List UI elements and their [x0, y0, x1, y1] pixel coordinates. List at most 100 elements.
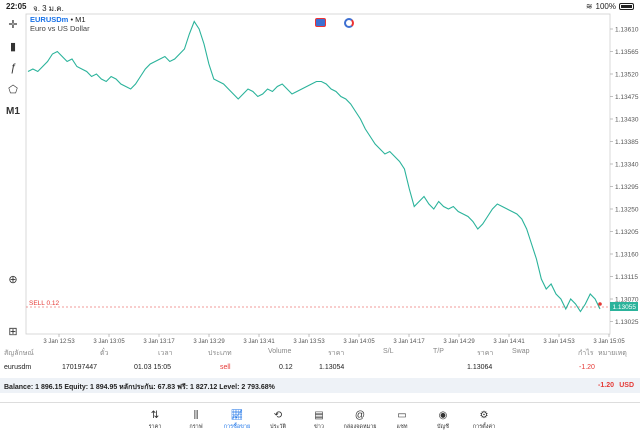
price-line [27, 20, 601, 313]
status-time: 22:05 [6, 2, 27, 11]
timeframe-button[interactable]: M1 [6, 105, 20, 117]
total-profit: -1.20 [598, 382, 614, 389]
nav-trade[interactable]: 📈︎ การซื้อขาย [217, 409, 257, 431]
y-tick-label: 1.13250 [615, 207, 639, 214]
battery-icon [619, 3, 634, 10]
row-type: sell [220, 364, 231, 371]
chat-icon: ▭ [397, 410, 407, 421]
nav-label: ประวัติ [269, 424, 287, 430]
col-symbol: สัญลักษณ์ [4, 350, 34, 357]
nav-news[interactable]: ▤ ข่าว [299, 409, 339, 431]
status-date: จ. 3 ม.ค. [33, 4, 64, 13]
balance-text: Balance: 1 896.15 Equity: 1 894.95 หลักป… [4, 384, 275, 391]
x-tick-label: 3 Jan 14:41 [493, 339, 525, 345]
col-time: เวลา [158, 350, 173, 357]
x-tick-label: 3 Jan 14:17 [393, 339, 425, 345]
quotes-icon: ⇅ [150, 410, 160, 421]
chart-timeframe: M1 [75, 15, 86, 24]
chart-icon: ⫼ [193, 410, 199, 421]
row-profit: -1.20 [579, 364, 595, 371]
nav-account[interactable]: ◉ บัญชี [423, 409, 463, 431]
row-time: 01.03 15:05 [134, 364, 171, 371]
wifi-icon: ≋ [585, 2, 593, 11]
current-price-box [610, 302, 638, 311]
nav-label: การตั้งค่า [472, 424, 496, 430]
x-tick-label: 3 Jan 15:05 [593, 339, 625, 345]
chart-toolbar: ✛ ▮ ƒ ⬠ M1 ⊕ ⊞ [0, 14, 26, 339]
x-tick-label: 3 Jan 13:29 [193, 339, 225, 345]
account-icon: ◉ [438, 410, 448, 421]
nav-settings[interactable]: ⚙ การตั้งค่า [464, 409, 504, 431]
battery-percent: 100% [595, 2, 616, 11]
last-point-marker [598, 302, 602, 306]
nav-mailbox[interactable]: @ กล่องจดหมาย [340, 409, 380, 431]
col-type: ประเภท [208, 350, 232, 357]
col-comment: หมายเหตุ [598, 350, 627, 357]
balance-bar: Balance: 1 896.15 Equity: 1 894.95 หลักป… [0, 378, 640, 393]
function-icon[interactable]: ƒ [9, 62, 17, 74]
trade-icon: 📈︎ [230, 410, 244, 421]
y-tick-label: 1.13205 [615, 229, 639, 236]
y-tick-label: 1.13295 [615, 184, 639, 191]
x-tick-label: 3 Jan 12:53 [43, 339, 75, 345]
order-line-label: SELL 0.12 [29, 300, 60, 307]
nav-label: การซื้อขาย [223, 424, 251, 430]
x-tick-label: 3 Jan 13:17 [143, 339, 175, 345]
nav-history[interactable]: ⟲ ประวัติ [258, 409, 298, 431]
x-tick-label: 3 Jan 14:05 [343, 339, 375, 345]
trade-row[interactable]: eurusdm 170197447 01.03 15:05 sell 0.12 … [0, 364, 640, 376]
crosshair-icon[interactable]: ✛ [8, 18, 18, 31]
news-icon: ▤ [314, 410, 324, 421]
depth-icon[interactable] [344, 18, 354, 28]
col-current-price: ราคา [477, 350, 494, 357]
col-ticket: ตั๋ว [100, 350, 109, 357]
nav-chart[interactable]: ⫼ กราฟ [176, 409, 216, 431]
y-tick-label: 1.13070 [615, 297, 639, 304]
mailbox-icon: @ [354, 410, 366, 421]
trade-table-header: สัญลักษณ์ ตั๋ว เวลา ประเภท Volume ราคา S… [0, 348, 640, 360]
x-tick-label: 3 Jan 14:53 [543, 339, 575, 345]
y-tick-label: 1.13520 [615, 72, 639, 79]
add-icon[interactable]: ⊞ [8, 325, 18, 338]
row-open-price: 1.13054 [319, 364, 345, 371]
y-tick-label: 1.13160 [615, 252, 639, 259]
price-chart[interactable]: 1.13610 1.13565 1.13520 1.13475 1.13430 1.133… [0, 0, 640, 347]
indicators-icon[interactable]: ▮ [9, 40, 17, 53]
x-tick-label: 3 Jan 14:29 [443, 339, 475, 345]
row-symbol: eurusdm [4, 364, 32, 371]
objects-icon[interactable]: ⬠ [8, 83, 18, 96]
nav-label: ข่าว [314, 424, 324, 430]
chart-separator: • [70, 15, 76, 24]
nav-label: บัญชี [437, 424, 449, 430]
y-tick-label: 1.13430 [615, 117, 639, 124]
col-sl: S/L [383, 348, 394, 355]
status-bar: 22:05 จ. 3 ม.ค. ≋ 100% [0, 0, 640, 14]
nav-chat[interactable]: ▭ แชท [382, 409, 422, 431]
zoom-icon[interactable]: ⊕ [8, 273, 18, 286]
col-swap: Swap [512, 348, 530, 355]
col-profit: กำไร [578, 350, 594, 357]
nav-label: ราคา [148, 424, 162, 430]
nav-quotes[interactable]: ⇅ ราคา [135, 409, 175, 431]
chart-title: EURUSDm • M1 Euro vs US Dollar [30, 15, 90, 33]
row-volume: 0.12 [279, 364, 293, 371]
col-tp: T/P [433, 348, 444, 355]
bottom-nav: ⇅ ราคา ⫼ กราฟ 📈︎ การซื้อขาย ⟲ ประวัติ ▤ … [0, 402, 640, 447]
col-price: ราคา [328, 350, 345, 357]
nav-label: แชท [396, 424, 408, 430]
one-click-trading [315, 18, 354, 28]
y-tick-label: 1.13025 [615, 319, 639, 326]
current-price-label: 1.13055 [613, 304, 637, 311]
row-ticket: 170197447 [62, 364, 98, 371]
x-tick-label: 3 Jan 13:41 [243, 339, 275, 345]
y-tick-label: 1.13115 [615, 274, 638, 281]
history-icon: ⟲ [273, 410, 283, 421]
trade-panel-icon[interactable] [315, 18, 326, 27]
y-tick-label: 1.13475 [615, 94, 639, 101]
nav-label: กราฟ [189, 424, 203, 430]
chart-description: Euro vs US Dollar [30, 24, 90, 33]
settings-icon: ⚙ [479, 410, 489, 421]
col-volume: Volume [268, 348, 292, 355]
chart-symbol: EURUSDm [30, 15, 69, 24]
y-tick-label: 1.13610 [615, 27, 639, 34]
